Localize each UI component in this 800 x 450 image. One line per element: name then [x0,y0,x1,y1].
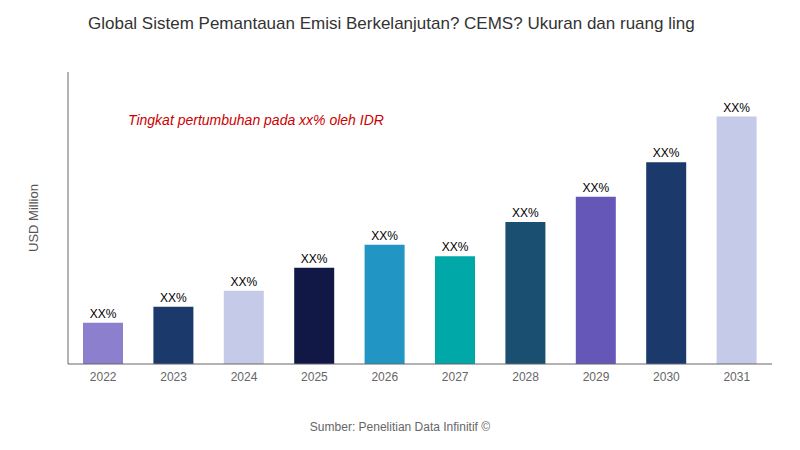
svg-text:2027: 2027 [442,370,469,384]
html-text:Global Sistem Pemantauan Emisi: Global Sistem Pemantauan Emisi Berkelanj… [88,14,695,33]
svg-text:2030: 2030 [653,370,680,384]
svg-text:2029: 2029 [583,370,610,384]
svg-text:XX%: XX% [723,101,750,115]
svg-text:2022: 2022 [90,370,117,384]
svg-text:XX%: XX% [230,275,257,289]
svg-text:2028: 2028 [512,370,539,384]
svg-text:XX%: XX% [371,229,398,243]
svg-text:XX%: XX% [582,181,609,195]
html-text:Sumber: Penelitian Data Infini: Sumber: Penelitian Data Infinitif © [309,420,491,434]
svg-text:XX%: XX% [653,146,680,160]
svg-text:2025: 2025 [301,370,328,384]
svg-text:2023: 2023 [160,370,187,384]
svg-text:2026: 2026 [371,370,398,384]
svg-text:XX%: XX% [442,240,469,254]
svg-text:2024: 2024 [231,370,258,384]
svg-text:XX%: XX% [90,307,117,321]
svg-text:XX%: XX% [512,206,539,220]
svg-text:2031: 2031 [723,370,750,384]
html-text:Tingkat pertumbuhan pada xx% o: Tingkat pertumbuhan pada xx% oleh IDR [128,112,384,128]
svg-text:XX%: XX% [301,252,328,266]
svg-text:USD Million: USD Million [26,184,41,252]
svg-text:XX%: XX% [160,291,187,305]
